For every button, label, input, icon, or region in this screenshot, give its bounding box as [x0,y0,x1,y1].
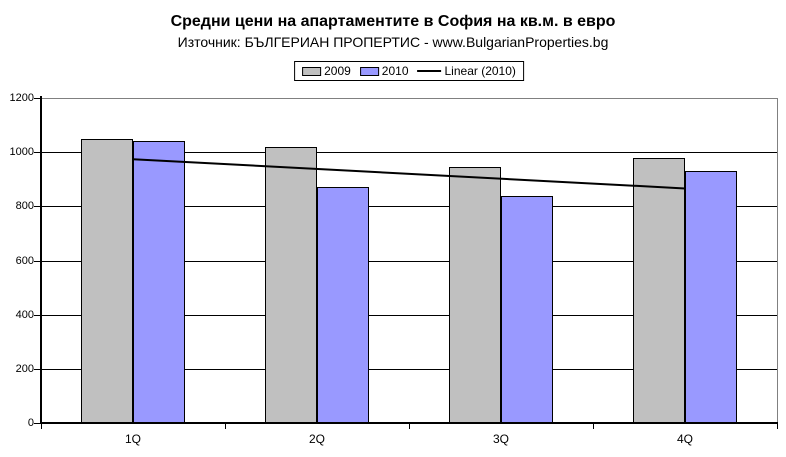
y-axis-label-800: 800 [15,200,34,212]
y-axis-label-1000: 1000 [9,146,34,158]
bar-2010-2Q [317,187,369,423]
y-axis-label-600: 600 [15,255,34,267]
legend-swatch-2009 [302,66,322,76]
legend-swatch-2010 [359,66,379,76]
gridline-400 [41,315,777,316]
legend-label-2009: 2009 [324,64,351,78]
x-axis-tick [777,423,778,429]
y-axis-tick-600 [34,261,40,262]
y-axis-label-200: 200 [15,363,34,375]
x-axis-label-3Q: 3Q [492,432,509,446]
plot-right-border [777,98,778,423]
bar-2010-3Q [501,196,553,423]
x-axis-tick [225,423,226,429]
x-axis-label-1Q: 1Q [124,432,141,446]
y-axis-tick-400 [34,315,40,316]
y-axis-tick-1000 [34,152,40,153]
legend-item-2010: 2010 [359,64,409,78]
legend: 2009 2010 Linear (2010) [294,61,524,81]
x-axis-label-2Q: 2Q [308,432,325,446]
x-axis-tick [409,423,410,429]
legend-item-2009: 2009 [302,64,351,78]
legend-item-linear-2010: Linear (2010) [417,64,516,78]
bar-2010-4Q [685,171,737,423]
gridline-200 [41,369,777,370]
y-axis-line [40,96,42,424]
bar-2009-4Q [633,158,685,423]
x-axis-tick [41,423,42,429]
gridline-800 [41,206,777,207]
x-axis-tick [593,423,594,429]
trendline-2010 [132,158,686,190]
gridline-1200 [41,98,777,99]
y-axis-tick-200 [34,369,40,370]
y-axis-tick-1200 [34,98,40,99]
y-axis-label-0: 0 [27,417,34,429]
y-axis-tick-800 [34,206,40,207]
chart-title: Средни цени на апартаментите в София на … [170,13,616,30]
legend-label-linear-2010: Linear (2010) [444,64,516,78]
bar-2010-1Q [133,141,185,423]
chart-subtitle: Източник: БЪЛГЕРИАН ПРОПЕРТИС - www.Bulg… [177,34,609,50]
gridline-600 [41,261,777,262]
y-axis-label-400: 400 [15,309,34,321]
bar-2009-1Q [81,139,133,423]
x-axis-label-4Q: 4Q [676,432,693,446]
gridline-1000 [41,152,777,153]
bar-2009-3Q [449,167,501,423]
bar-2009-2Q [265,147,317,423]
y-axis-label-1200: 1200 [9,92,34,104]
legend-trendline-swatch [417,70,442,72]
legend-label-2010: 2010 [381,64,409,78]
y-axis-tick-0 [34,423,40,424]
